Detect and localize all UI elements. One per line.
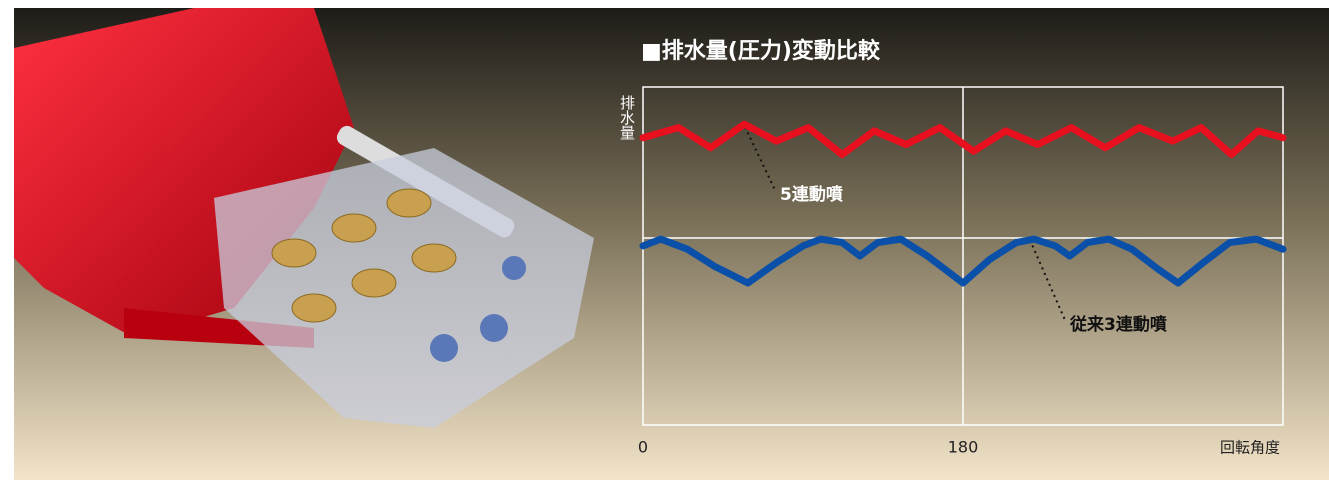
x-tick-label: 180 <box>948 438 979 457</box>
series-annotation: 従来3連動噴 <box>1069 314 1167 335</box>
series-line <box>639 235 1287 287</box>
chart-title: ■排水量(圧力)変動比較 <box>641 38 881 64</box>
annotation-leader <box>1029 239 1066 321</box>
pump-illustration <box>14 8 594 428</box>
chart: ■排水量(圧力)変動比較 排水量 回転角度 5連動噴 従来3連動噴 0 180 <box>14 8 1329 480</box>
series-line <box>639 120 1287 159</box>
y-axis-label: 排水量 <box>618 95 636 140</box>
x-axis-label: 回転角度 <box>1220 439 1280 457</box>
series-annotation: 5連動噴 <box>780 184 843 205</box>
x-tick-label: 0 <box>638 438 648 457</box>
